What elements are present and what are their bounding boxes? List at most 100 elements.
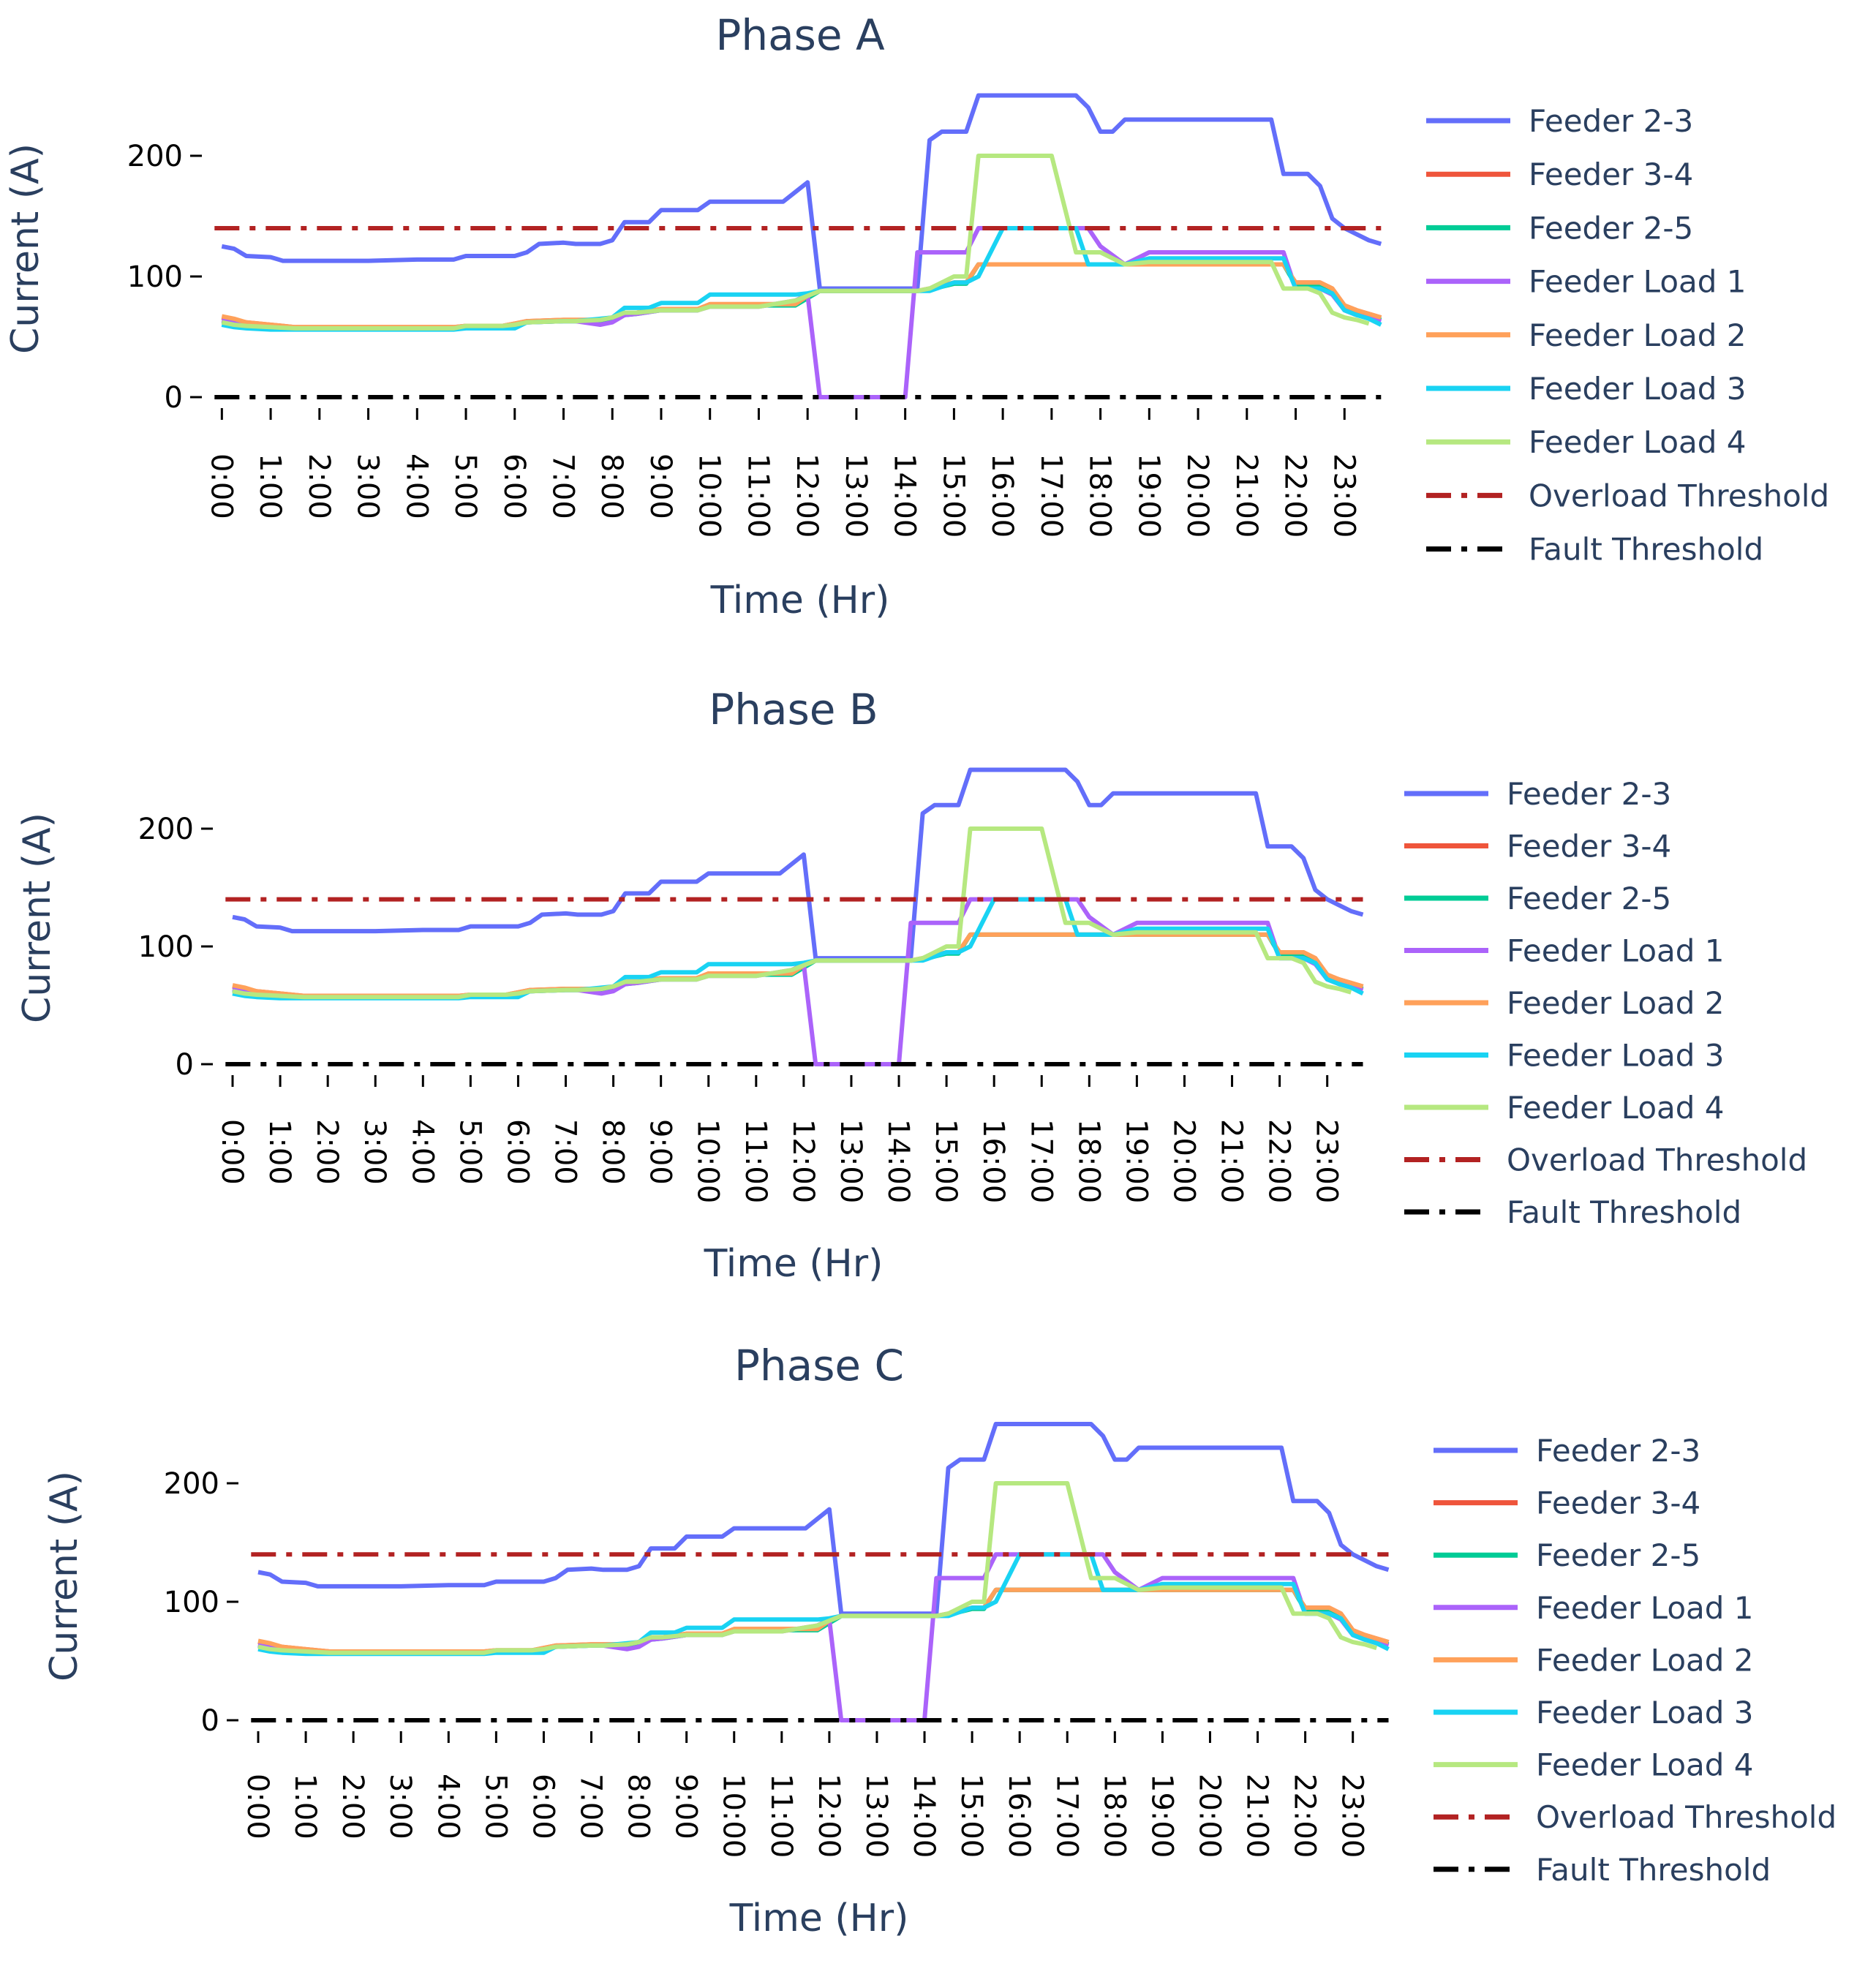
x-tick-label: 9:00: [669, 1774, 703, 1839]
x-tick-label: 8:00: [622, 1774, 655, 1839]
x-tick-label: 18:00: [1097, 1774, 1131, 1858]
legend-label: Feeder Load 1: [1507, 933, 1725, 969]
legend-item-feeder-load-4[interactable]: Feeder Load 4: [1434, 1747, 1754, 1783]
y-tick-label: 0: [165, 381, 183, 415]
legend-item-feeder-load-3[interactable]: Feeder Load 3: [1404, 1038, 1725, 1074]
legend-item-feeder-2-3[interactable]: Feeder 2-3: [1434, 1433, 1700, 1469]
legend-item-feeder-load-3[interactable]: Feeder Load 3: [1434, 1695, 1754, 1730]
x-tick-label: 4:00: [405, 1119, 439, 1185]
x-tick-label: 4:00: [399, 453, 433, 519]
x-tick-label: 11:00: [739, 1119, 772, 1203]
x-tick-label: 3:00: [358, 1119, 391, 1185]
series-line-feeder-load-4: [232, 826, 1352, 1000]
x-tick-label: 7:00: [546, 453, 579, 519]
legend-label: Feeder Load 2: [1536, 1642, 1754, 1678]
x-tick-label: 0:00: [215, 1119, 249, 1185]
x-tick-label: 5:00: [448, 453, 482, 519]
x-tick-label: 6:00: [497, 453, 531, 519]
x-tick-label: 15:00: [936, 453, 970, 538]
legend-item-feeder-load-2[interactable]: Feeder Load 2: [1404, 985, 1725, 1021]
y-axis-title: Current (A): [42, 1471, 86, 1681]
chart-title: Phase C: [734, 1341, 904, 1390]
series-line-feeder-2-3: [221, 93, 1382, 291]
x-tick-label: 15:00: [954, 1774, 988, 1858]
x-tick-label: 13:00: [859, 1774, 893, 1858]
x-tick-label: 10:00: [693, 453, 726, 538]
legend-item-feeder-3-4[interactable]: Feeder 3-4: [1404, 829, 1671, 865]
legend-label: Overload Threshold: [1529, 478, 1829, 513]
x-tick-label: 19:00: [1119, 1119, 1153, 1203]
legend-label: Fault Threshold: [1507, 1194, 1741, 1230]
y-tick-label: 100: [138, 930, 194, 964]
series-line-feeder-2-3: [257, 1422, 1390, 1616]
legend-label: Overload Threshold: [1536, 1799, 1837, 1835]
x-tick-label: 2:00: [310, 1119, 344, 1185]
legend-item-feeder-3-4[interactable]: Feeder 3-4: [1426, 157, 1693, 192]
legend-item-fault-threshold[interactable]: Fault Threshold: [1404, 1194, 1741, 1230]
y-tick-label: 200: [164, 1467, 219, 1501]
legend-item-fault-threshold[interactable]: Fault Threshold: [1434, 1852, 1771, 1888]
x-tick-label: 20:00: [1180, 453, 1214, 538]
legend-item-overload-threshold[interactable]: Overload Threshold: [1426, 478, 1829, 513]
legend-label: Feeder Load 4: [1507, 1090, 1725, 1126]
x-tick-label: 12:00: [790, 453, 824, 538]
chart-title: Phase B: [709, 685, 878, 734]
legend-item-feeder-3-4[interactable]: Feeder 3-4: [1434, 1485, 1700, 1521]
legend-item-feeder-load-2[interactable]: Feeder Load 2: [1434, 1642, 1754, 1678]
series-line-feeder-load-3: [257, 1552, 1390, 1657]
legend-item-feeder-2-3[interactable]: Feeder 2-3: [1426, 103, 1693, 139]
x-tick-label: 3:00: [351, 453, 385, 519]
x-tick-label: 9:00: [644, 1119, 677, 1185]
legend-label: Feeder Load 3: [1529, 371, 1747, 407]
x-tick-label: 23:00: [1336, 1774, 1369, 1858]
x-tick-label: 20:00: [1167, 1119, 1200, 1203]
x-tick-label: 21:00: [1229, 453, 1263, 538]
legend-item-feeder-load-4[interactable]: Feeder Load 4: [1404, 1090, 1725, 1126]
y-tick-label: 0: [201, 1704, 219, 1738]
legend-label: Feeder 3-4: [1536, 1485, 1700, 1521]
series-line-feeder-load-1: [221, 226, 1382, 399]
legend-item-fault-threshold[interactable]: Fault Threshold: [1426, 532, 1763, 568]
x-tick-label: 1:00: [263, 1119, 296, 1185]
legend-label: Feeder 2-5: [1507, 881, 1671, 916]
x-tick-label: 13:00: [834, 1119, 867, 1203]
legend-item-feeder-2-3[interactable]: Feeder 2-3: [1404, 776, 1671, 812]
legend-item-feeder-load-1[interactable]: Feeder Load 1: [1404, 933, 1725, 969]
x-tick-label: 1:00: [288, 1774, 322, 1839]
series-line-feeder-2-3: [232, 767, 1364, 961]
legend-label: Feeder 3-4: [1507, 829, 1671, 865]
x-tick-label: 22:00: [1278, 453, 1312, 538]
legend-label: Feeder Load 4: [1529, 424, 1747, 460]
legend-item-feeder-load-1[interactable]: Feeder Load 1: [1426, 264, 1747, 300]
y-tick-label: 0: [176, 1048, 194, 1082]
series-line-feeder-load-3: [232, 897, 1364, 1001]
legend-label: Feeder 2-3: [1536, 1433, 1700, 1469]
legend-item-feeder-load-2[interactable]: Feeder Load 2: [1426, 317, 1747, 353]
legend-item-feeder-2-5[interactable]: Feeder 2-5: [1426, 210, 1693, 246]
legend-label: Overload Threshold: [1507, 1142, 1807, 1178]
x-tick-label: 14:00: [881, 1119, 915, 1203]
legend-label: Feeder Load 1: [1529, 264, 1747, 300]
legend-item-overload-threshold[interactable]: Overload Threshold: [1434, 1799, 1837, 1835]
legend-item-feeder-load-4[interactable]: Feeder Load 4: [1426, 424, 1747, 460]
x-tick-label: 1:00: [253, 453, 287, 519]
legend-item-feeder-load-1[interactable]: Feeder Load 1: [1434, 1590, 1754, 1626]
x-tick-label: 12:00: [786, 1119, 820, 1203]
x-tick-label: 0:00: [204, 453, 238, 519]
legend-label: Fault Threshold: [1529, 532, 1763, 568]
legend-label: Feeder Load 1: [1536, 1590, 1754, 1626]
legend-item-overload-threshold[interactable]: Overload Threshold: [1404, 1142, 1807, 1178]
x-tick-label: 17:00: [1050, 1774, 1083, 1858]
x-tick-label: 18:00: [1071, 1119, 1105, 1203]
x-tick-label: 16:00: [976, 1119, 1010, 1203]
x-tick-label: 16:00: [985, 453, 1019, 538]
chart-panel-phase-c: Phase C Current (A) Time (Hr) 0 100 200 0:00 1:…: [42, 1341, 1837, 1940]
legend-item-feeder-2-5[interactable]: Feeder 2-5: [1434, 1537, 1700, 1573]
legend-item-feeder-load-3[interactable]: Feeder Load 3: [1426, 371, 1747, 407]
y-tick-label: 100: [127, 260, 183, 294]
chart-panel-phase-a: Phase A Current (A) Time (Hr) 0 100 200 0:00 1:…: [4, 10, 1829, 622]
series-line-feeder-load-1: [257, 1552, 1390, 1722]
legend-item-feeder-2-5[interactable]: Feeder 2-5: [1404, 881, 1671, 916]
x-tick-label: 14:00: [907, 1774, 941, 1858]
